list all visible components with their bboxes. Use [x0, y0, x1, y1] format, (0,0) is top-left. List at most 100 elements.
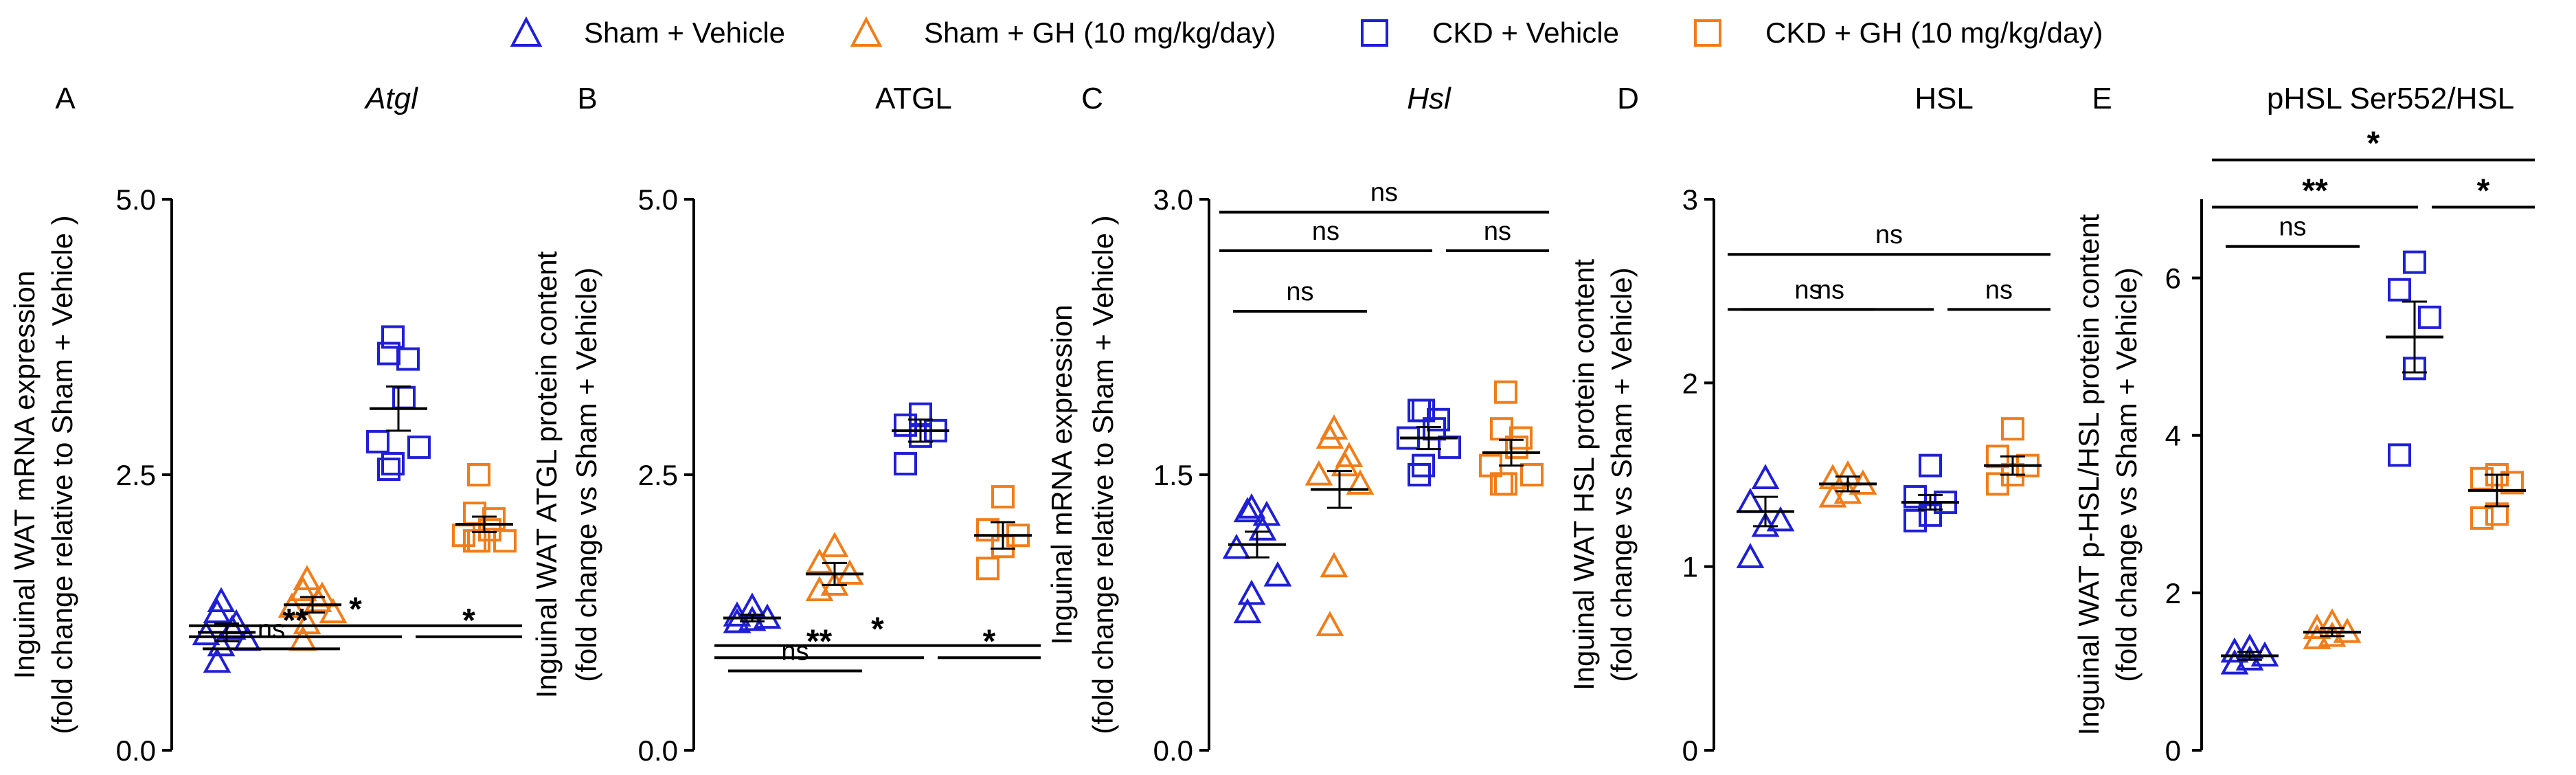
data-point-triangle	[2303, 624, 2331, 649]
panel-letter: E	[2092, 82, 2112, 115]
data-point-triangle	[1237, 579, 1266, 605]
significance-label: ns	[258, 615, 285, 644]
panel-title: Hsl	[1407, 82, 1451, 115]
data-point-triangle	[1315, 423, 1344, 449]
y-tick-label: 2	[1682, 367, 1698, 399]
y-tick-label: 5.0	[116, 183, 156, 216]
panel-title: HSL	[1914, 82, 1974, 115]
data-point-square	[976, 557, 999, 581]
data-point-triangle	[820, 532, 849, 557]
significance-label: **	[806, 623, 833, 660]
significance-label: ns	[1794, 276, 1822, 304]
data-point-square	[2470, 467, 2494, 491]
data-point-square	[1505, 435, 1528, 459]
data-point-square	[392, 385, 416, 409]
significance-label: **	[282, 603, 308, 639]
data-point-triangle	[289, 576, 317, 602]
legend-label: CKD + Vehicle	[1432, 16, 1619, 49]
data-point-square	[467, 463, 490, 486]
data-point-triangle	[1233, 497, 1262, 523]
y-axis-label: Inguinal WAT HSL protein content	[1568, 259, 1600, 690]
y-axis-label: Inguinal WAT mRNA expression	[8, 271, 41, 679]
data-point-triangle	[805, 576, 834, 602]
y-tick-label: 1.5	[1153, 459, 1193, 491]
significance-label: *	[462, 603, 475, 639]
data-point-triangle	[2220, 637, 2249, 663]
y-tick-label: 2.5	[116, 459, 156, 491]
significance-label: *	[349, 592, 362, 628]
data-point-triangle	[1751, 511, 1780, 537]
legend-label: CKD + GH (10 mg/kg/day)	[1765, 16, 2103, 49]
data-point-triangle	[1331, 451, 1359, 477]
y-axis-label: Inguinal WAT ATGL protein content	[530, 251, 563, 698]
y-tick-label: 0	[2165, 734, 2181, 767]
y-tick-label: 0.0	[1153, 734, 1193, 767]
significance-label: ns	[1817, 276, 1844, 304]
data-point-triangle	[1766, 506, 1795, 532]
data-point-triangle	[805, 548, 834, 574]
y-tick-label: 0.0	[638, 734, 678, 767]
panel-b: B ATGL Inguinal WAT ATGL protein content (f…	[530, 82, 1041, 767]
data-point-triangle	[1263, 561, 1292, 587]
data-point-square	[976, 518, 999, 542]
significance-label: *	[871, 611, 884, 648]
orange-triangle-icon	[850, 16, 883, 47]
legend-item-sham-vehicle: Sham + Vehicle	[508, 12, 785, 54]
y-tick-label: 4	[2165, 420, 2181, 452]
data-point-triangle	[1233, 598, 1262, 624]
data-point-square	[1903, 508, 1927, 532]
significance-label: **	[2302, 172, 2328, 209]
blue-triangle-icon	[510, 16, 543, 47]
y-tick-label: 0.0	[116, 734, 156, 767]
data-point-square	[2001, 417, 2024, 441]
data-point-triangle	[2318, 621, 2347, 647]
data-point-triangle	[2220, 649, 2249, 675]
panel-a: A Atgl Inguinal WAT mRNA expression (fold c…	[8, 82, 522, 767]
panel-letter: B	[577, 82, 597, 115]
blue-square-icon	[1361, 19, 1388, 47]
data-point-triangle	[1248, 515, 1277, 541]
y-tick-label: 1	[1682, 551, 1698, 583]
significance-label: *	[983, 623, 996, 660]
legend-item-ckd-gh: CKD + GH (10 mg/kg/day)	[1690, 12, 2103, 54]
significance-label: ns	[1985, 276, 2013, 304]
legend-label: Sham + GH (10 mg/kg/day)	[924, 16, 1276, 49]
data-point-triangle	[1222, 533, 1251, 559]
y-tick-label: 5.0	[638, 183, 678, 216]
data-point-triangle	[203, 647, 231, 673]
data-point-square	[1919, 453, 1942, 478]
data-point-square	[2388, 278, 2411, 302]
data-point-square	[2470, 506, 2494, 530]
panel-letter: C	[1081, 82, 1103, 115]
data-point-triangle	[1346, 469, 1375, 495]
significance-label: ns	[781, 638, 809, 666]
data-point-square	[2500, 471, 2524, 495]
panel-letter: D	[1617, 82, 1639, 115]
y-tick-label: 3	[1682, 183, 1698, 216]
panel-title: Atgl	[363, 82, 418, 115]
data-point-square	[1490, 472, 1513, 496]
data-point-triangle	[1320, 552, 1348, 578]
data-point-triangle	[319, 598, 348, 624]
legend-label: Sham + Vehicle	[584, 16, 786, 49]
y-tick-label: 2.5	[638, 459, 678, 491]
significance-label: ns	[1312, 217, 1340, 246]
data-point-square	[1986, 472, 2009, 496]
data-point-triangle	[1237, 493, 1266, 519]
data-point-square	[381, 451, 405, 475]
data-point-square	[2403, 250, 2426, 274]
data-point-triangle	[2303, 614, 2331, 640]
data-point-square	[381, 325, 405, 349]
data-point-square	[1494, 380, 1517, 404]
data-point-triangle	[820, 570, 849, 596]
significance-label: ns	[2279, 213, 2306, 242]
significance-label: ns	[1370, 179, 1398, 207]
y-axis-label: (fold change relative to Sham + Vehicle …	[1087, 215, 1119, 734]
y-tick-label: 6	[2165, 262, 2181, 295]
y-tick-label: 0	[1682, 734, 1698, 767]
y-axis-label: (fold change relative to Sham + Vehicle …	[46, 215, 78, 734]
y-axis-label: (fold change vs Sham + Vehicle)	[1605, 267, 1638, 682]
legend: Sham + Vehicle Sham + GH (10 mg/kg/day) …	[0, 0, 2576, 69]
